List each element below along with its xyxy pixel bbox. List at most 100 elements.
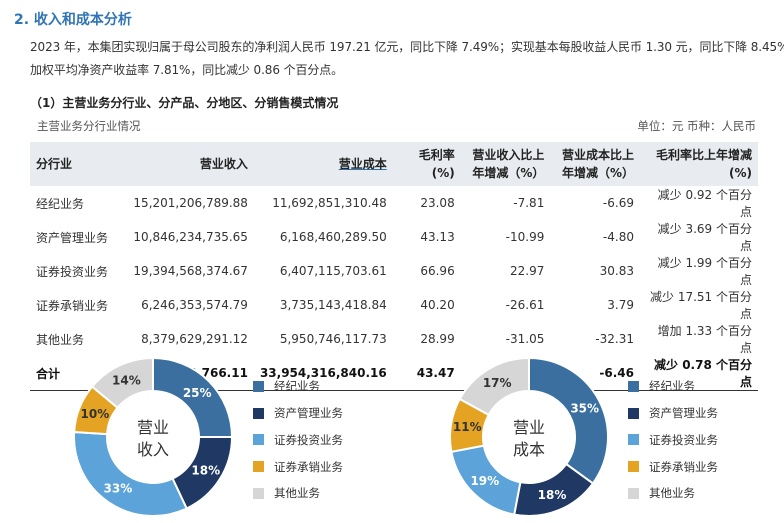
- cell-cost: 5,950,746,117.73: [279, 332, 387, 346]
- legend-label: 经纪业务: [274, 379, 320, 394]
- legend-swatch: [628, 380, 639, 392]
- cell-cost-yoy: -4.80: [602, 230, 634, 244]
- cell-rev-yoy: -26.61: [505, 298, 545, 312]
- cell-margin-yoy: 减少 0.78 个百分点: [639, 356, 758, 391]
- legend-item: 其他业务: [628, 480, 718, 507]
- cell-rev-yoy: -10.99: [505, 230, 545, 244]
- legend-item: 经纪业务: [253, 373, 343, 400]
- cell-industry: 经纪业务: [36, 196, 85, 211]
- segment-table: 分行业 营业收入 营业成本 毛利率 (%) 营业收入比上年增减（%） 营业成本比上…: [30, 142, 758, 391]
- header-cost: 营业成本: [253, 142, 393, 186]
- header-industry: 分行业: [30, 142, 116, 186]
- cell-industry: 证券投资业务: [36, 264, 109, 279]
- cell-margin: 66.96: [420, 264, 455, 278]
- cost-chart-legend: 经纪业务 资产管理业务 证券投资业务 证券承销业务 其他业务: [628, 373, 718, 507]
- header-cost-yoy: 营业成本比上 年增减（%）: [550, 142, 640, 186]
- subsection-title: （1）主营业务分行业、分产品、分地区、分销售模式情况: [30, 96, 339, 110]
- slice-percent-label: 10%: [81, 407, 110, 421]
- slice-percent-label: 14%: [112, 373, 141, 387]
- legend-item: 资产管理业务: [253, 400, 343, 427]
- header-cost-label: 营业成本: [338, 157, 387, 171]
- table-row: 证券投资业务 19,394,568,374.67 6,407,115,703.6…: [30, 254, 758, 288]
- legend-item: 证券投资业务: [628, 427, 718, 454]
- unit-note: 单位：元 币种：人民币: [637, 119, 756, 133]
- table-row: 证券承销业务 6,246,353,574.79 3,735,143,418.84…: [30, 288, 758, 322]
- slice-percent-label: 18%: [191, 463, 220, 477]
- legend-label: 证券承销业务: [649, 459, 718, 474]
- header-margin-yoy-l2: (%): [729, 166, 752, 180]
- cell-cost: 6,407,115,703.61: [279, 264, 387, 278]
- header-revenue: 营业收入: [115, 142, 254, 186]
- donut-center-label: 营业: [137, 418, 169, 437]
- table-caption: 主营业务分行业情况: [37, 119, 141, 133]
- legend-item: 证券承销业务: [628, 453, 718, 480]
- legend-label: 证券投资业务: [649, 432, 718, 447]
- intro-line-2: 加权平均净资产收益率 7.81%，同比减少 0.86 个百分点。: [30, 63, 344, 77]
- cell-margin: 43.47: [392, 356, 461, 391]
- donut-center-label: 营业: [513, 418, 545, 437]
- section-title: 2. 收入和成本分析: [14, 12, 132, 28]
- table-row: 其他业务 8,379,629,291.12 5,950,746,117.73 2…: [30, 322, 758, 356]
- legend-swatch: [628, 461, 639, 473]
- legend-item: 资产管理业务: [628, 400, 718, 427]
- cell-margin: 28.99: [420, 332, 455, 346]
- table-header-row: 分行业 营业收入 营业成本 毛利率 (%) 营业收入比上年增减（%） 营业成本比上…: [30, 142, 758, 186]
- cell-margin-yoy: 减少 3.69 个百分点: [657, 222, 752, 253]
- legend-label: 资产管理业务: [649, 406, 718, 421]
- slice-percent-label: 25%: [183, 386, 212, 400]
- legend-swatch: [253, 487, 264, 499]
- header-margin-yoy: 毛利率比上年增减 (%): [639, 142, 758, 186]
- legend-swatch: [628, 434, 639, 446]
- cell-revenue: 8,379,629,291.12: [141, 332, 248, 346]
- legend-swatch: [253, 434, 264, 446]
- cell-cost-yoy: -32.31: [595, 332, 634, 346]
- legend-swatch: [628, 487, 639, 499]
- header-cost-yoy-l2: 年增减（%）: [561, 166, 634, 180]
- legend-label: 资产管理业务: [274, 406, 343, 421]
- legend-swatch: [253, 407, 264, 419]
- header-cost-yoy-l1: 营业成本比上: [561, 148, 634, 162]
- header-margin: 毛利率 (%): [392, 142, 461, 186]
- legend-swatch: [628, 407, 639, 419]
- slice-percent-label: 33%: [104, 482, 133, 496]
- cell-cost-yoy: 30.83: [599, 264, 634, 278]
- slice-percent-label: 18%: [538, 488, 567, 502]
- header-margin-l2: (%): [431, 166, 455, 180]
- table-row: 资产管理业务 10,846,234,735.65 6,168,460,289.5…: [30, 220, 758, 254]
- header-margin-yoy-l1: 毛利率比上年增减: [655, 148, 752, 162]
- cell-margin-yoy: 减少 0.92 个百分点: [657, 188, 752, 219]
- cell-cost: 6,168,460,289.50: [279, 230, 387, 244]
- cell-industry: 证券承销业务: [36, 298, 109, 313]
- cell-cost: 3,735,143,418.84: [279, 298, 387, 312]
- cell-cost-yoy: 3.79: [607, 298, 634, 312]
- cell-cost: 33,954,316,840.16: [253, 356, 393, 391]
- cell-margin-yoy: 增加 1.33 个百分点: [657, 324, 752, 355]
- cell-revenue: 6,246,353,574.79: [141, 298, 248, 312]
- revenue-donut-chart: 25% 18% 33% 10% 14% 营业收入: [73, 356, 234, 517]
- cost-donut-chart: 35% 18% 19% 11% 17% 营业成本: [449, 356, 609, 517]
- donut-slice: [90, 356, 154, 410]
- cell-margin: 43.13: [420, 230, 455, 244]
- intro-line-1: 2023 年，本集团实现归属于母公司股东的净利润人民币 197.21 亿元，同比…: [30, 40, 784, 54]
- legend-label: 证券承销业务: [274, 459, 343, 474]
- cell-rev-yoy: 22.97: [509, 264, 545, 278]
- legend-swatch: [253, 461, 264, 473]
- header-rev-yoy-l1: 营业收入比上: [472, 148, 545, 162]
- cell-revenue: 10,846,234,735.65: [133, 230, 248, 244]
- legend-item: 其他业务: [253, 480, 343, 507]
- cell-cost: 11,692,851,310.48: [272, 196, 387, 210]
- cell-revenue: 15,201,206,789.88: [133, 196, 248, 210]
- cell-rev-yoy: -7.81: [513, 196, 545, 210]
- cell-industry: 资产管理业务: [36, 230, 109, 245]
- donut-slice: [458, 356, 530, 417]
- legend-label: 其他业务: [649, 486, 695, 501]
- legend-item: 证券承销业务: [253, 453, 343, 480]
- donut-center-label: 收入: [137, 440, 169, 459]
- header-margin-l1: 毛利率: [418, 148, 455, 162]
- slice-percent-label: 19%: [470, 474, 499, 488]
- donut-slice: [528, 356, 609, 485]
- table-row: 经纪业务 15,201,206,789.88 11,692,851,310.48…: [30, 186, 758, 220]
- cell-margin: 23.08: [420, 196, 455, 210]
- cell-margin-yoy: 减少 17.51 个百分点: [650, 290, 752, 321]
- slice-percent-label: 17%: [483, 376, 512, 390]
